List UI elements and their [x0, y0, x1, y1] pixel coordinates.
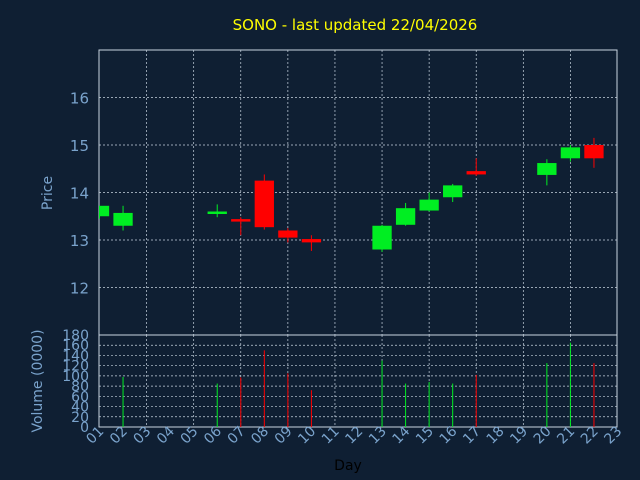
volume-tick-label: 180 [62, 328, 89, 344]
candle-body [560, 147, 581, 159]
volume-tick-label: 20 [71, 410, 89, 426]
price-axis-label: Price [40, 176, 56, 210]
candle-body [207, 211, 227, 214]
x-ticks: 01 02 03 04 05 06 07 08 09 10 11 12 13 14 15 16 17 18 19 20… [83, 423, 625, 447]
candle-body [231, 219, 251, 222]
price-tick-label: 14 [70, 185, 89, 203]
price-panel-grid [98, 49, 618, 336]
candle-body [99, 205, 110, 217]
volume-tick-label: 100 [62, 369, 89, 385]
candles [99, 137, 604, 252]
candle-body [537, 163, 557, 175]
candle-body [372, 225, 392, 250]
volume-tick-label: 160 [62, 338, 89, 354]
x-axis-label: Day [334, 458, 362, 474]
volume-axis-label: Volume (0000) [30, 329, 46, 432]
volume-tick-label: 80 [71, 379, 89, 395]
volume-tick-label: 140 [62, 348, 89, 364]
volume-tick-label: 60 [71, 389, 89, 405]
candle-body [254, 180, 274, 228]
volume-tick-label: 0 [80, 420, 89, 436]
price-tick-label: 13 [70, 232, 89, 250]
volume-panel-frame [98, 334, 618, 428]
candle-body [466, 171, 486, 175]
chart-title: SONO - last updated 22/04/2026 [233, 16, 478, 34]
volume-tick-label: 40 [71, 400, 89, 416]
candle-body [443, 185, 463, 198]
price-tick-label: 16 [70, 90, 89, 108]
candle-body [301, 239, 322, 243]
volume-bars [122, 342, 595, 427]
candle-body [278, 230, 298, 238]
candle-body [395, 208, 416, 225]
volume-panel-grid [98, 334, 618, 428]
price-tick-label: 12 [70, 280, 89, 298]
price-y-ticks: 12 13 14 15 16 [70, 90, 89, 298]
candle-body [113, 212, 133, 226]
volume-tick-label: 120 [62, 359, 89, 375]
candle-body [419, 199, 439, 211]
candle-body [584, 145, 604, 159]
price-tick-label: 15 [70, 137, 89, 155]
price-panel-frame [98, 49, 618, 336]
